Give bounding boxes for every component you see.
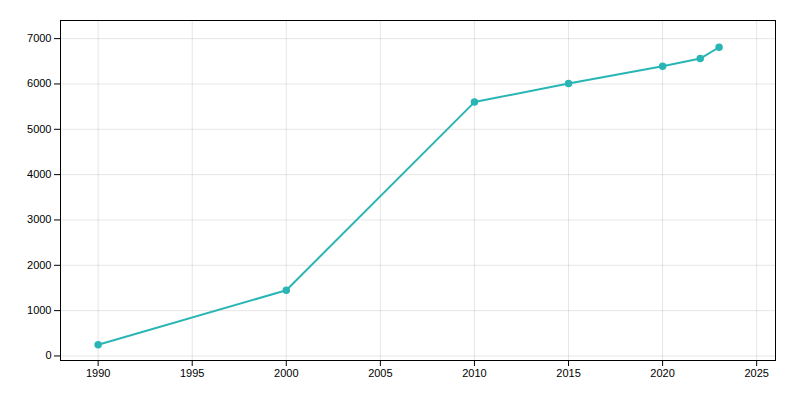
svg-text:2000: 2000: [27, 259, 51, 271]
svg-text:1995: 1995: [180, 367, 204, 379]
svg-text:2010: 2010: [462, 367, 486, 379]
svg-text:7000: 7000: [27, 32, 51, 44]
svg-text:0: 0: [45, 349, 51, 361]
svg-text:2000: 2000: [274, 367, 298, 379]
svg-text:5000: 5000: [27, 123, 51, 135]
svg-text:2020: 2020: [650, 367, 674, 379]
svg-text:3000: 3000: [27, 213, 51, 225]
svg-text:1000: 1000: [27, 304, 51, 316]
svg-text:1990: 1990: [86, 367, 110, 379]
svg-text:6000: 6000: [27, 77, 51, 89]
svg-text:2025: 2025: [744, 367, 768, 379]
svg-text:4000: 4000: [27, 168, 51, 180]
svg-text:2015: 2015: [556, 367, 580, 379]
svg-text:2005: 2005: [368, 367, 392, 379]
